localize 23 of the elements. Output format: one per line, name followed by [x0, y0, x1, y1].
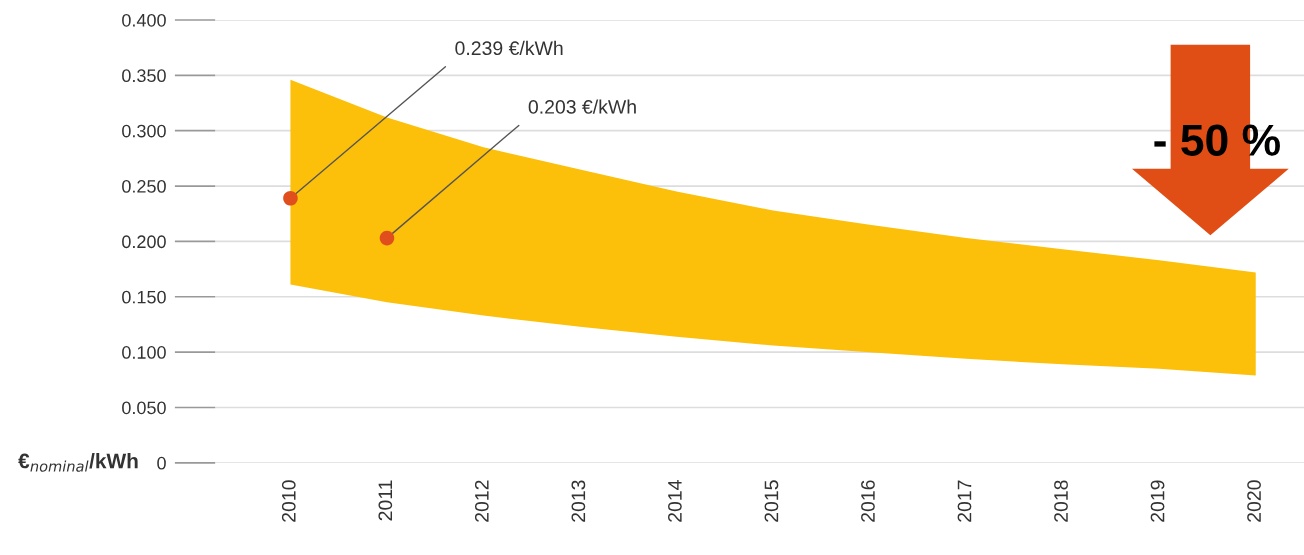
x-tick-label: 2015	[764, 480, 779, 522]
x-tick-label: 2017	[957, 480, 972, 522]
y-tick-label: 0.150	[122, 290, 166, 304]
y-tick-label: 0.100	[122, 346, 166, 359]
y-tick-label: 0.250	[122, 180, 166, 193]
y-tick-label: 0.400	[122, 13, 166, 27]
y-tick-label: 0.200	[122, 235, 166, 249]
x-tick-label: 2012	[474, 480, 489, 522]
annotation: 0.203 €/kWh	[528, 99, 636, 114]
x-tick-label: 2010	[281, 480, 296, 522]
x-tick-label: 2018	[1054, 480, 1068, 522]
x-tick-label: 2011	[378, 480, 393, 521]
x-tick-label: 2014	[668, 480, 682, 522]
y-tick-label: 0.300	[122, 124, 166, 138]
x-tick-label: 2016	[861, 480, 875, 522]
y-tick-label: 0.350	[122, 69, 166, 83]
x-tick-label: 2020	[1247, 480, 1261, 522]
y-tick-label: 0.050	[122, 401, 166, 415]
x-tick-label: 2013	[571, 480, 586, 522]
annotation: 0.239 €/kWh	[455, 40, 563, 56]
y-tick-label: 0	[157, 456, 166, 470]
x-tick-label: 2019	[1150, 480, 1165, 522]
y-axis-title: €$_{nominal}$/kWh	[18, 453, 138, 472]
